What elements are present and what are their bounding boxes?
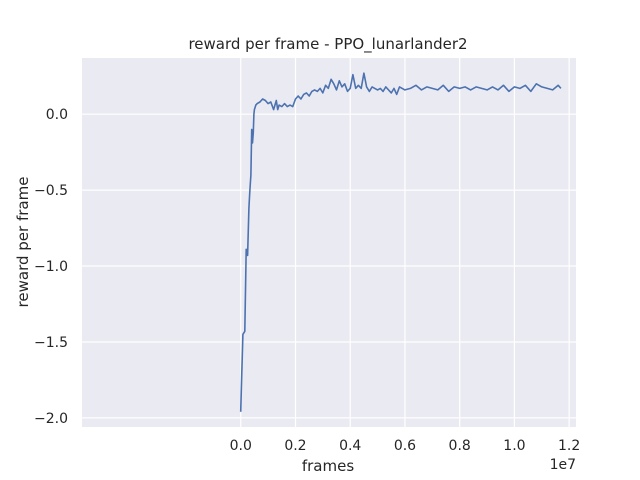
x-offset-label: 1e7 bbox=[550, 457, 576, 473]
x-tick-label: 0.6 bbox=[394, 438, 416, 454]
x-tick-label: 1.0 bbox=[503, 438, 525, 454]
y-tick-label: −1.0 bbox=[34, 259, 68, 275]
y-tick-label: −1.5 bbox=[34, 335, 68, 351]
y-ticks: 0.0 −0.5 −1.0 −1.5 −2.0 bbox=[34, 107, 68, 427]
x-tick-label: 0.4 bbox=[339, 438, 361, 454]
series-layer bbox=[239, 72, 562, 412]
x-axis-label: frames bbox=[302, 457, 354, 475]
x-tick-label: 1.2 bbox=[558, 438, 580, 454]
x-tick-label: 0.2 bbox=[284, 438, 306, 454]
y-tick-label: −2.0 bbox=[34, 411, 68, 427]
plot-background bbox=[82, 58, 576, 427]
x-ticks: 0.0 0.2 0.4 0.6 0.8 1.0 1.2 bbox=[230, 438, 581, 454]
chart-title: reward per frame - PPO_lunarlander2 bbox=[188, 35, 467, 54]
y-axis-label: reward per frame bbox=[14, 177, 32, 308]
x-tick-label: 0.8 bbox=[449, 438, 471, 454]
grid bbox=[82, 58, 576, 427]
y-tick-label: −0.5 bbox=[34, 183, 68, 199]
series-line bbox=[239, 72, 562, 412]
y-tick-label: 0.0 bbox=[46, 107, 68, 123]
x-tick-label: 0.0 bbox=[230, 438, 252, 454]
